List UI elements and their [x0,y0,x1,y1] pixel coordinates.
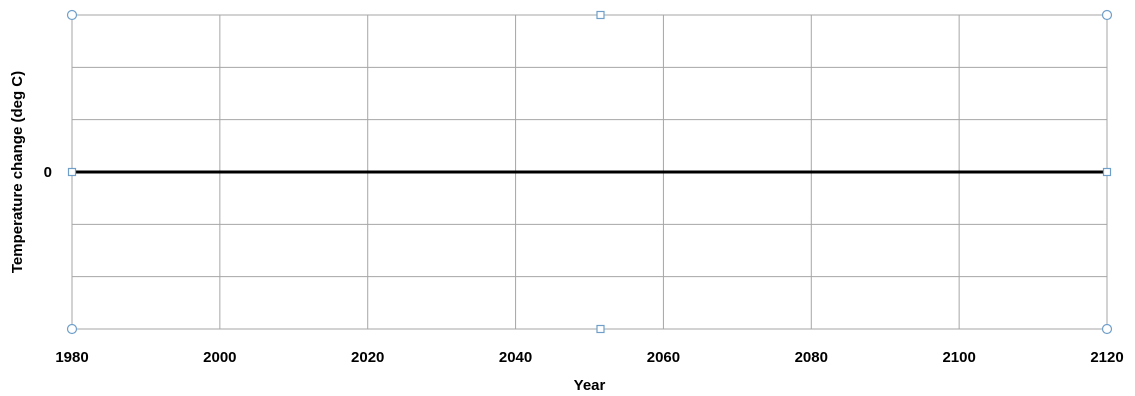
x-tick-label: 2100 [942,349,975,366]
x-axis-title: Year [574,377,606,394]
x-tick-label: 2080 [795,349,828,366]
y-axis-title: Temperature change (deg C) [9,71,26,273]
x-tick-label: 2020 [351,349,384,366]
x-tick-label: 2120 [1090,349,1123,366]
x-tick-label: 1980 [55,349,88,366]
x-tick-label: 2000 [203,349,236,366]
x-axis-ticks: 1980 2000 2020 2040 2060 2080 2100 2120 [55,349,1123,366]
corner-resize-handle[interactable] [66,323,78,335]
y-axis-ticks: 0 [44,164,52,181]
x-tick-label: 2040 [499,349,532,366]
selection-handles[interactable] [66,9,1113,335]
x-tick-label: 2060 [647,349,680,366]
corner-resize-handle[interactable] [66,9,78,21]
corner-resize-handle[interactable] [1101,323,1113,335]
side-resize-handle[interactable] [1102,167,1112,177]
y-tick-label-0: 0 [44,164,52,181]
corner-resize-handle[interactable] [1101,9,1113,21]
side-resize-handle[interactable] [596,10,605,20]
side-resize-handle[interactable] [67,167,77,177]
side-resize-handle[interactable] [596,324,605,334]
